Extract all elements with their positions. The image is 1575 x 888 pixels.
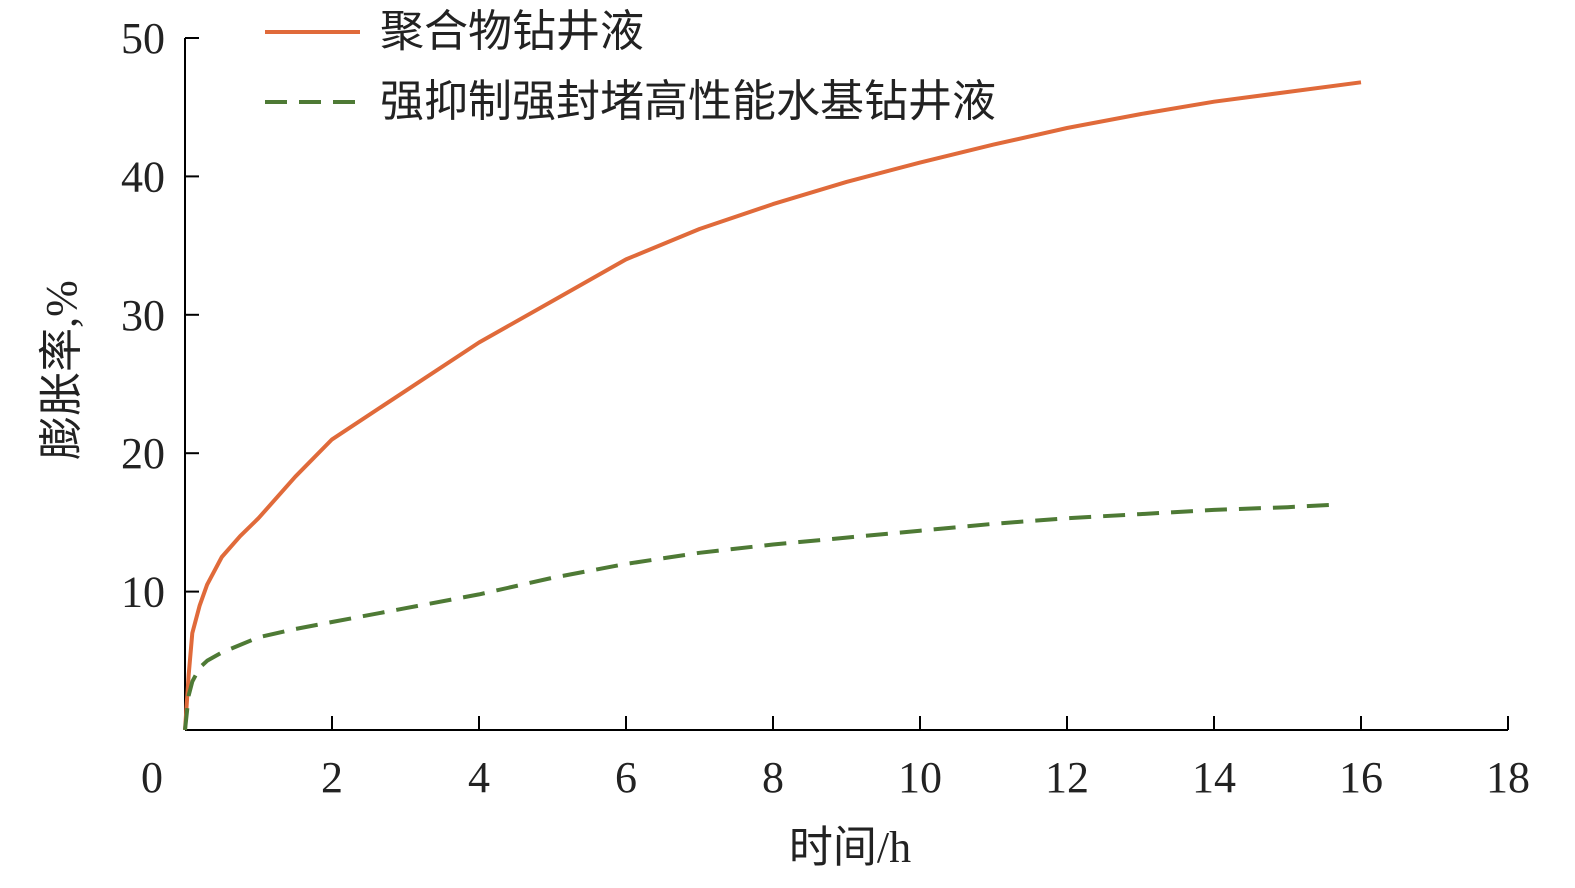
series-line-1 bbox=[183, 80, 1362, 731]
x-tick-label: 6 bbox=[615, 753, 637, 802]
x-tick-label: 18 bbox=[1486, 753, 1530, 802]
x-tick-label: 10 bbox=[898, 753, 942, 802]
x-tick-label: 2 bbox=[321, 753, 343, 802]
x-tick-label: 14 bbox=[1192, 753, 1236, 802]
y-axis-title: 膨胀率,% bbox=[37, 280, 86, 460]
y-tick-label: 40 bbox=[121, 152, 165, 201]
x-tick-label: 0 bbox=[141, 753, 163, 802]
x-tick-label: 16 bbox=[1339, 753, 1383, 802]
x-axis-title: 时间/h bbox=[789, 823, 911, 872]
series-group bbox=[183, 80, 1362, 731]
legend-label-1: 聚合物钻井液 bbox=[380, 7, 644, 56]
axes bbox=[184, 38, 1508, 731]
x-tick-label: 4 bbox=[468, 753, 490, 802]
y-tick-label: 20 bbox=[121, 429, 165, 478]
legend-label-2: 强抑制强封堵高性能水基钻井液 bbox=[380, 77, 996, 126]
ticks: 0 2 4 6 8 10 12 14 16 18 10 20 30 40 50 bbox=[121, 14, 1530, 802]
x-tick-label: 8 bbox=[762, 753, 784, 802]
y-tick-label: 50 bbox=[121, 14, 165, 63]
y-tick-label: 30 bbox=[121, 291, 165, 340]
series-line-2 bbox=[183, 502, 1340, 731]
y-tick-label: 10 bbox=[121, 568, 165, 617]
x-tick-label: 12 bbox=[1045, 753, 1089, 802]
